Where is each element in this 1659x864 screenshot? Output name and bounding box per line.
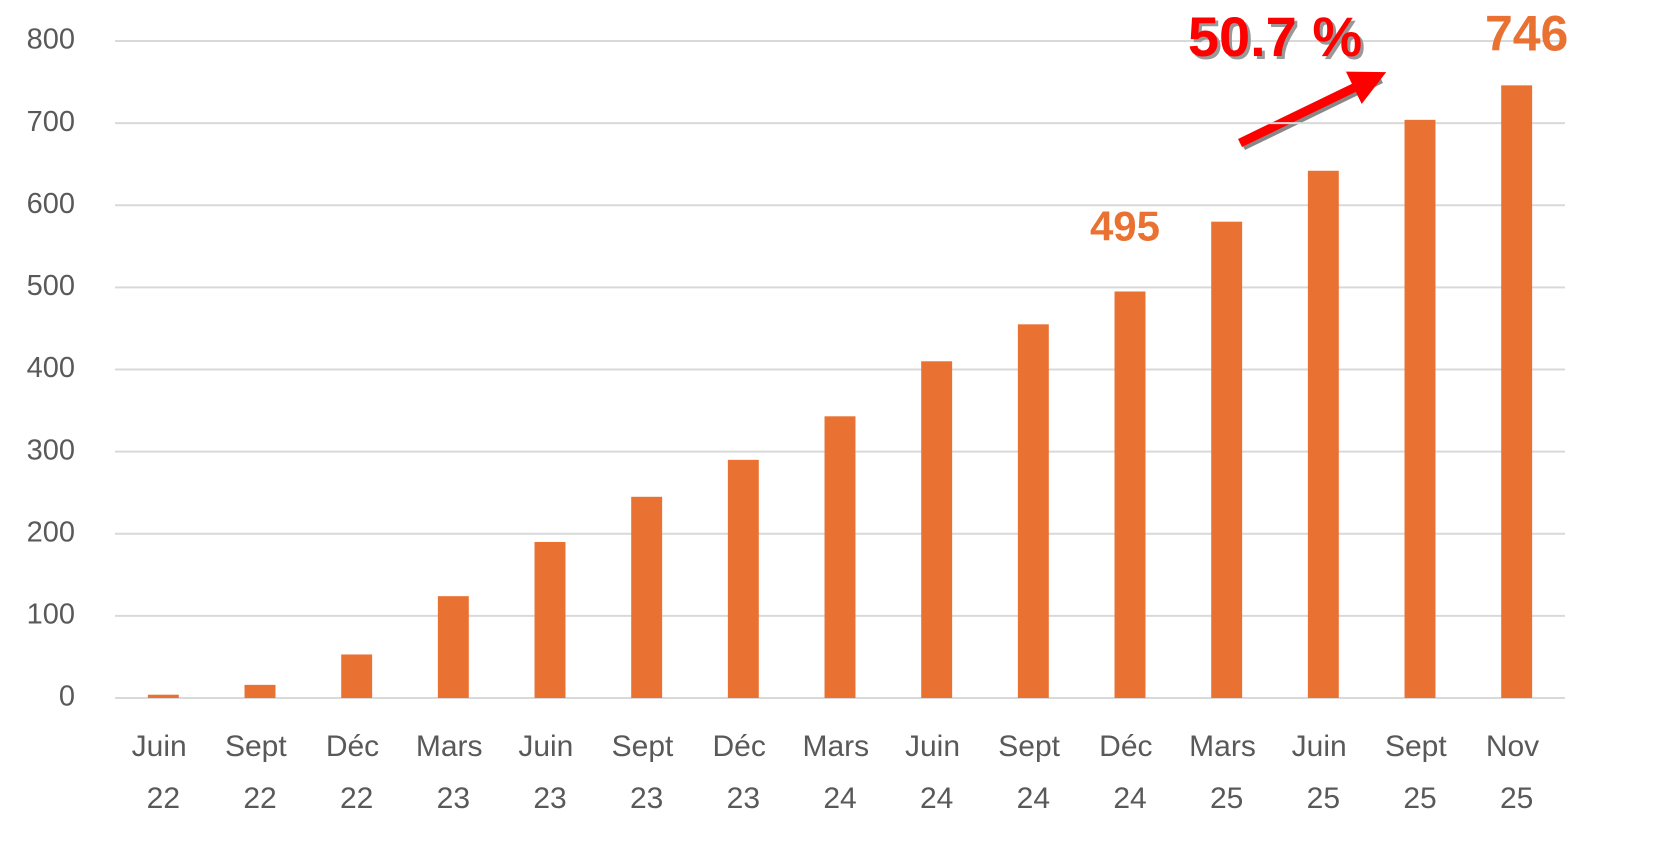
data-label: 495 [1090,203,1160,250]
y-tick-label: 600 [27,188,75,220]
arrow [1238,71,1387,148]
y-tick-label: 300 [27,434,75,466]
bar [534,541,566,698]
bar [921,361,953,698]
bar [341,654,373,698]
bar [1307,170,1339,698]
x-tick-label: Juin 24 [905,730,968,815]
bar [727,459,759,698]
annotation-shadow: 50.7 % [1191,8,1365,71]
bar [631,496,663,698]
bar [1404,119,1436,699]
bar [147,694,179,698]
bar [1114,291,1146,698]
bar [1017,324,1049,698]
bar [1211,221,1243,699]
x-tick-label: Sept 22 [225,730,295,815]
data-label: 746 [1485,6,1568,62]
x-tick-label: Sept 24 [998,730,1068,815]
x-tick-label: Juin 23 [518,730,581,815]
y-tick-label: 0 [59,681,75,713]
x-tick-label: Mars 25 [1189,730,1264,815]
x-tick-label: Sept 23 [612,730,682,815]
bar [437,596,469,698]
annotation: 50.7 % [1188,5,1362,68]
y-tick-label: 200 [27,516,75,548]
bar [824,416,856,698]
x-tick-label: Nov 25 [1486,730,1548,815]
x-tick-label: Sept 25 [1385,730,1455,815]
x-tick-label: Juin 22 [132,730,195,815]
x-tick-label: Mars 24 [803,730,878,815]
x-tick-label: Juin 25 [1292,730,1355,815]
y-tick-label: 700 [27,106,75,138]
y-tick-label: 500 [27,270,75,302]
x-tick-label: Déc 23 [712,730,774,815]
x-tick-label: Déc 24 [1099,730,1161,815]
y-tick-label: 100 [27,599,75,631]
x-tick-label: Mars 23 [416,730,491,815]
x-tick-label: Déc 22 [326,730,388,815]
bar [244,684,276,698]
y-tick-label: 400 [27,352,75,384]
y-tick-label: 800 [27,24,75,56]
bar [1501,85,1533,698]
